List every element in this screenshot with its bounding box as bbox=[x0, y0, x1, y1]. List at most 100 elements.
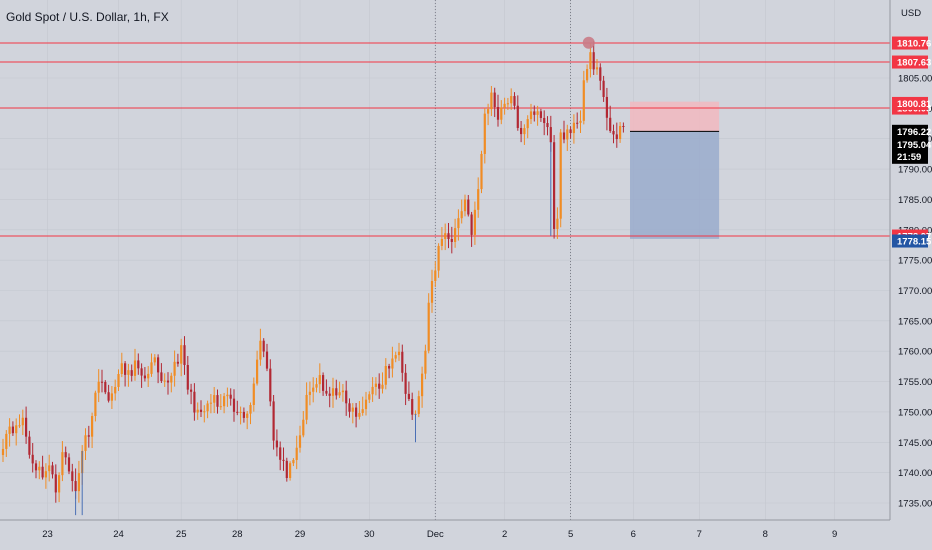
candle-body bbox=[440, 238, 443, 246]
candle-body bbox=[381, 384, 384, 389]
candle-body bbox=[467, 199, 470, 215]
candle-body bbox=[41, 466, 44, 478]
candle-body bbox=[305, 394, 308, 420]
candle-body bbox=[312, 387, 315, 392]
candle-body bbox=[206, 403, 209, 412]
candle-body bbox=[120, 363, 123, 375]
candle-body bbox=[394, 355, 397, 359]
candle-body bbox=[308, 391, 311, 395]
candle-body bbox=[110, 393, 113, 401]
candle-body bbox=[48, 465, 51, 472]
candle-body bbox=[5, 433, 8, 449]
candle-body bbox=[437, 245, 440, 271]
candle-body bbox=[252, 383, 255, 406]
candle-body bbox=[100, 381, 104, 383]
candle-body bbox=[186, 364, 189, 390]
x-tick-label: 7 bbox=[697, 529, 702, 540]
candle-body bbox=[358, 412, 361, 417]
candle-body bbox=[166, 380, 170, 383]
y-tick-label: 1760.00 bbox=[898, 347, 932, 358]
candle-body bbox=[444, 233, 447, 239]
candle-body bbox=[157, 357, 160, 373]
candle-body bbox=[318, 375, 321, 385]
candle-body bbox=[430, 280, 434, 303]
candle-body bbox=[170, 375, 173, 383]
candle-body bbox=[619, 125, 622, 140]
candle-body bbox=[21, 417, 24, 426]
candle-body bbox=[223, 396, 226, 407]
candle-body bbox=[219, 406, 222, 408]
candle-body bbox=[87, 435, 90, 437]
candle-body bbox=[239, 411, 242, 413]
y-tick-label: 1785.00 bbox=[898, 195, 932, 206]
candle-body bbox=[487, 109, 490, 114]
x-tick-label: 2 bbox=[502, 529, 507, 540]
candle-body bbox=[378, 383, 381, 389]
candle-body bbox=[15, 425, 18, 434]
y-tick-label: 1770.00 bbox=[898, 286, 932, 297]
candle-body bbox=[546, 123, 549, 128]
candle-body bbox=[506, 103, 509, 105]
candle-body bbox=[572, 122, 575, 134]
y-tick-label: 1775.00 bbox=[898, 256, 932, 267]
candle-body bbox=[592, 52, 595, 70]
x-tick-label: 30 bbox=[364, 529, 375, 540]
candle-body bbox=[58, 475, 61, 493]
candle-body bbox=[559, 132, 562, 219]
candle-body bbox=[460, 211, 463, 219]
candle-body bbox=[520, 127, 523, 135]
candle-body bbox=[97, 381, 100, 393]
candle-body bbox=[477, 189, 480, 210]
candle-body bbox=[384, 365, 387, 385]
candle-body bbox=[38, 466, 41, 471]
candle-body bbox=[226, 394, 229, 397]
candle-body bbox=[11, 426, 14, 434]
grid bbox=[0, 0, 890, 520]
candle-body bbox=[338, 392, 341, 396]
candle-body bbox=[199, 409, 203, 412]
candle-body bbox=[298, 435, 302, 448]
candle-body bbox=[434, 270, 437, 281]
candle-body bbox=[556, 218, 559, 229]
take-profit-zone[interactable] bbox=[630, 131, 720, 239]
candle-body bbox=[566, 129, 569, 140]
x-tick-label: 24 bbox=[113, 529, 124, 540]
candle-body bbox=[67, 457, 71, 472]
time-axis[interactable]: 23 24 25 28 29 30 Dec 2 5 6 7 8 9 bbox=[42, 529, 837, 540]
chart-title: Gold Spot / U.S. Dollar, 1h, FX bbox=[6, 10, 169, 24]
candle-body bbox=[404, 372, 407, 394]
x-tick-label: 6 bbox=[631, 529, 636, 540]
stop-loss-zone[interactable] bbox=[630, 101, 720, 132]
candle-body bbox=[457, 218, 460, 229]
candle-body bbox=[153, 357, 156, 363]
candle-body bbox=[302, 419, 305, 436]
candle-body bbox=[196, 409, 199, 413]
candle-body bbox=[325, 390, 328, 394]
candle-body bbox=[133, 360, 137, 376]
position-zones[interactable] bbox=[630, 101, 720, 239]
candle-body bbox=[562, 132, 566, 140]
candle-body bbox=[335, 388, 338, 396]
candle-body bbox=[496, 107, 500, 120]
candle-body bbox=[421, 373, 424, 397]
candle-body bbox=[516, 105, 519, 128]
candle-body bbox=[265, 351, 269, 369]
x-tick-label: 29 bbox=[295, 529, 306, 540]
y-tick-label: 1750.00 bbox=[898, 407, 932, 418]
current-price-tag: 1796.22 bbox=[897, 127, 931, 138]
candle-body bbox=[331, 388, 335, 396]
candle-body bbox=[579, 120, 582, 123]
candle-body bbox=[190, 389, 193, 392]
candle-body bbox=[539, 111, 542, 118]
candle-body bbox=[355, 407, 358, 417]
candle-body bbox=[256, 359, 259, 384]
candle-body bbox=[34, 463, 38, 471]
candle-body bbox=[483, 113, 486, 154]
candle-body bbox=[553, 142, 556, 229]
candle-body bbox=[124, 363, 127, 375]
candle-body bbox=[602, 80, 605, 97]
level-price-tag-bg bbox=[892, 36, 928, 50]
candle-body bbox=[84, 435, 87, 451]
